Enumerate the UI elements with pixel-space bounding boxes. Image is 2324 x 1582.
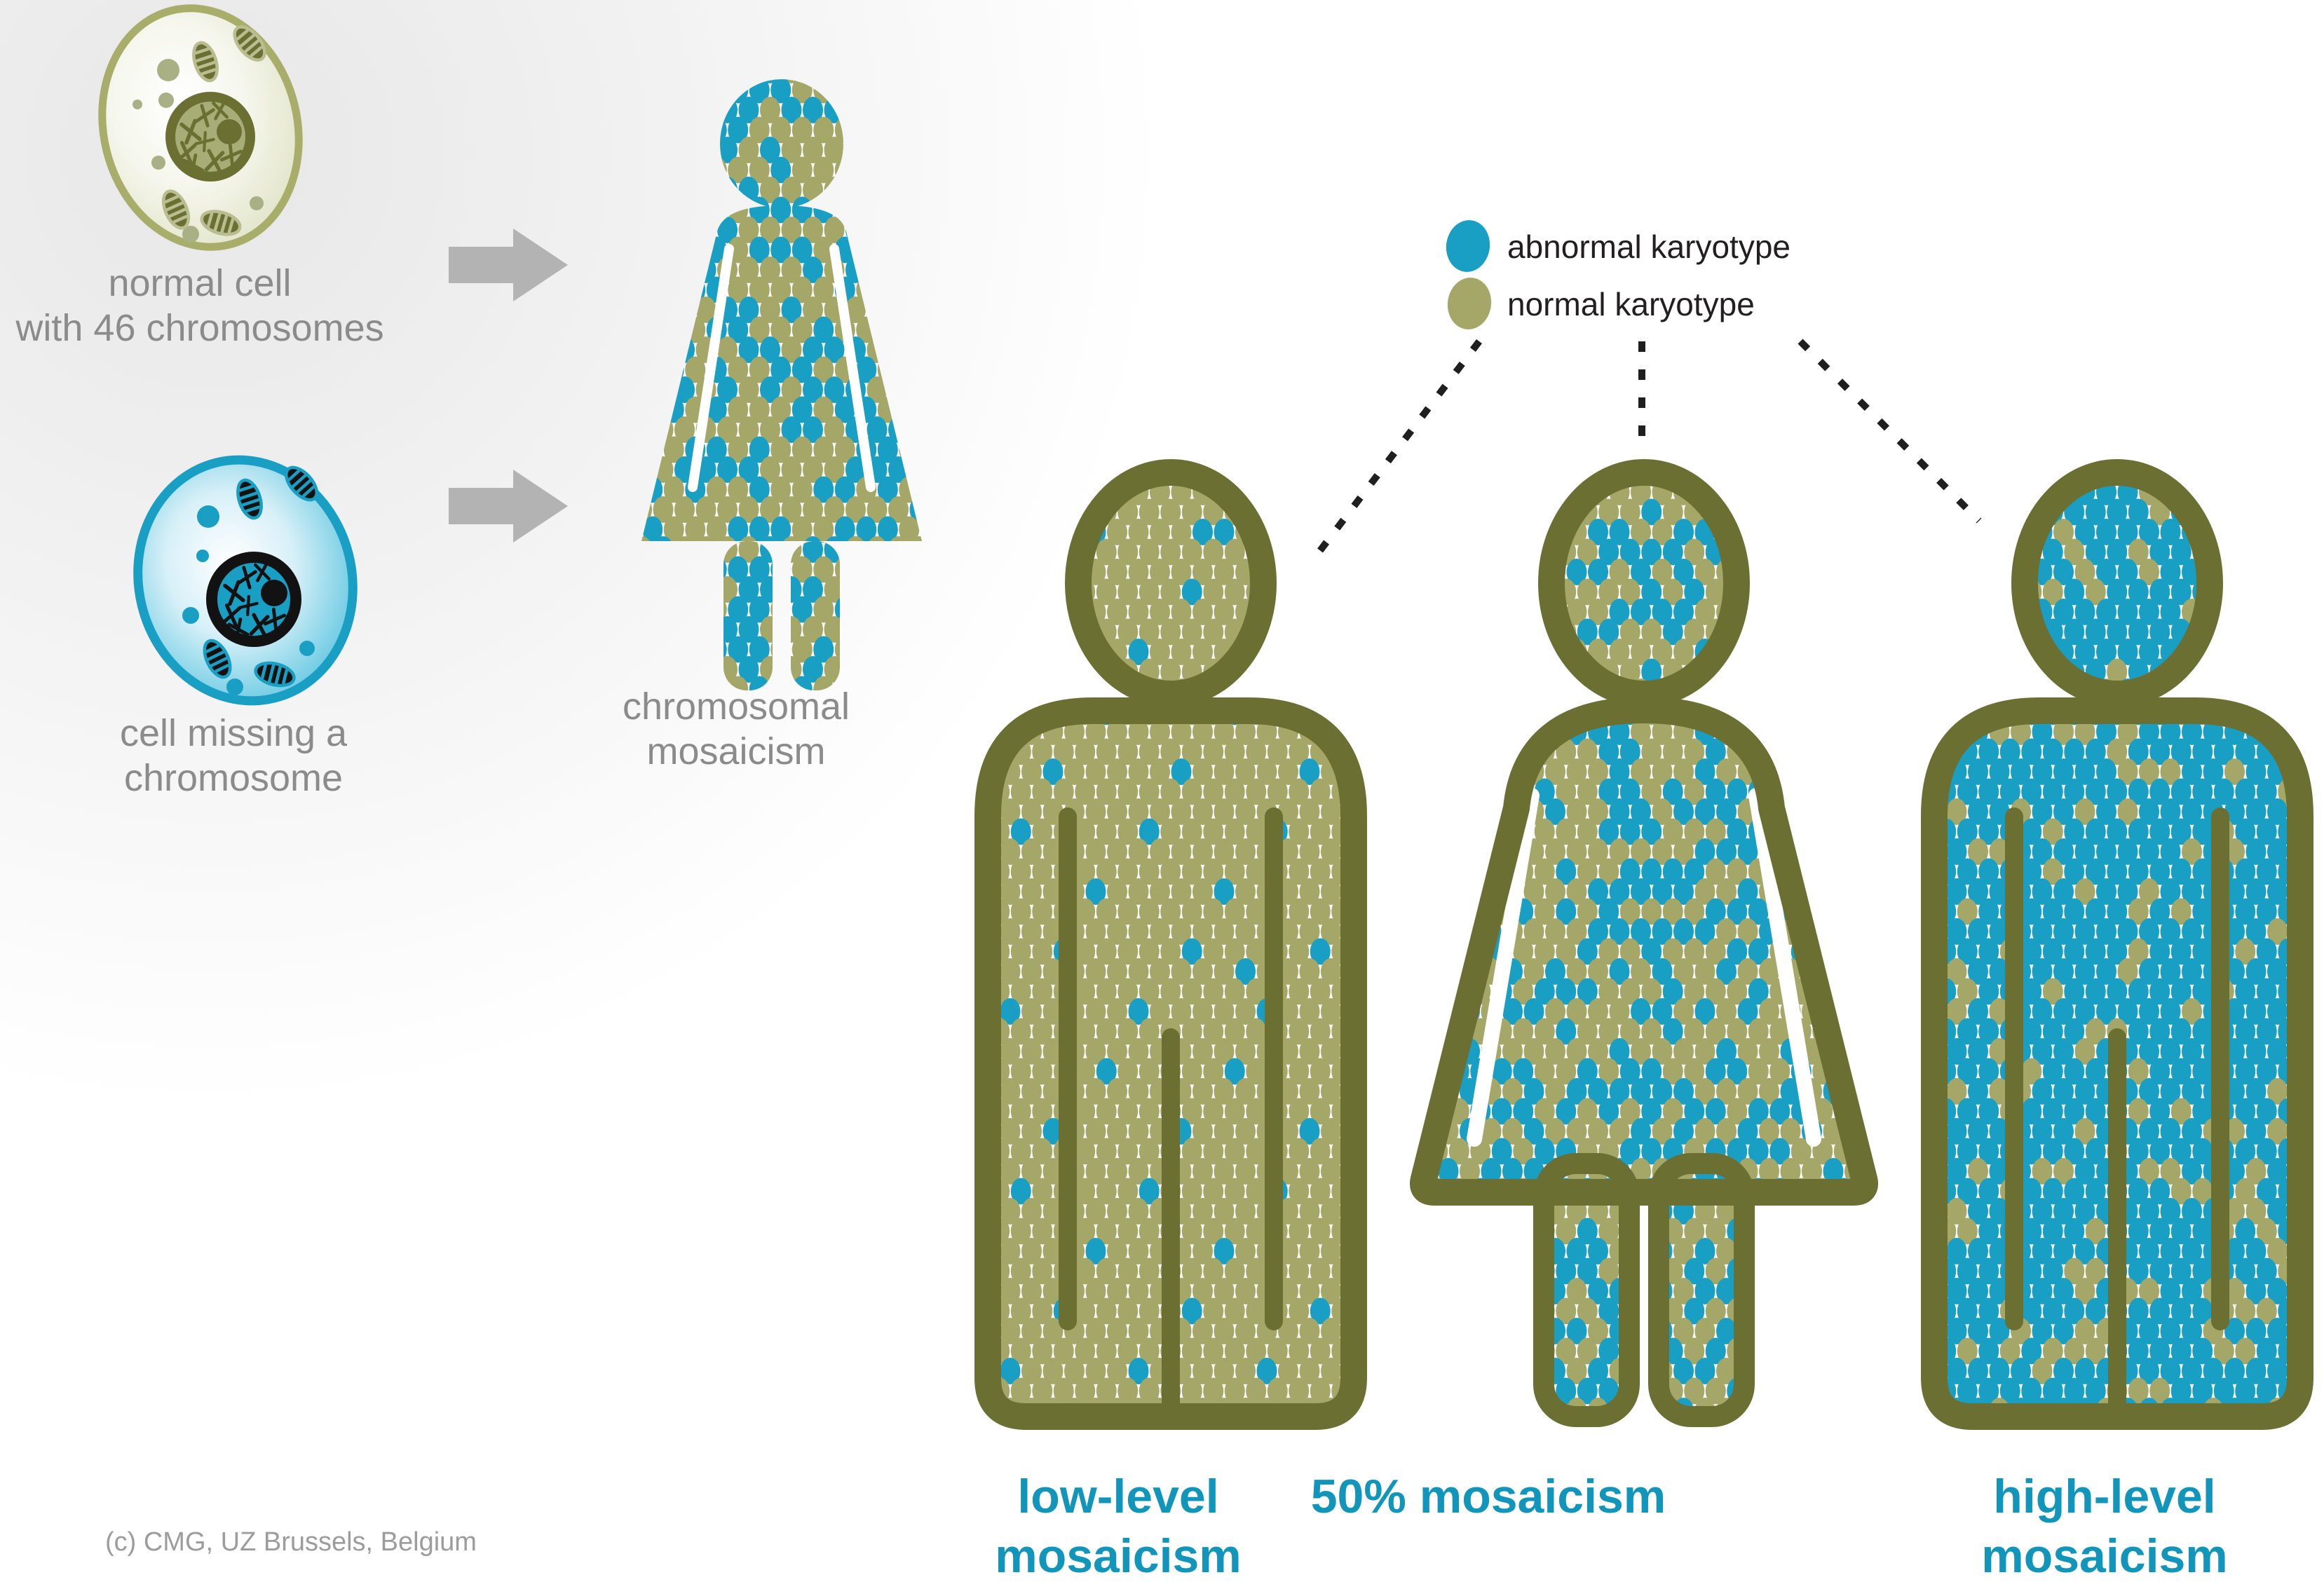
normal-cell-illustration [98,4,303,251]
legend-normal-label: normal karyotype [1507,286,1755,322]
vesicle-icon [182,505,315,695]
high-level-label-line2: mosaicism [1981,1529,2228,1582]
arrow-right-icon [449,229,568,301]
low-level-mosaicism-figure [974,459,1367,1430]
limb-separator-lines [1059,807,1283,1421]
limb-separator-lines [2005,807,2229,1421]
normal-cell-label-line1: normal cell [108,262,291,304]
arrow-right-icon [449,470,568,543]
abnormal-cell-label-line2: chromosome [124,757,343,799]
mosaic-person-label-line2: mosaicism [646,730,825,772]
credit-text: (c) CMG, UZ Brussels, Belgium [105,1527,477,1557]
arm-slits [688,244,876,492]
legend-normal-swatch [1447,278,1492,329]
nucleolus [217,119,242,144]
mosaic-person-label-line1: chromosomal [623,686,850,728]
abnormal-cell-label-line1: cell missing a [120,712,348,754]
legend: abnormal karyotype normal karyotype [1446,220,1790,329]
low-level-label-line1: low-level [1017,1470,1218,1523]
vesicle-icon [132,59,264,243]
legend-abnormal-swatch [1446,220,1490,272]
normal-cell-label-line2: with 46 chromosomes [15,307,383,349]
high-level-label-line1: high-level [1993,1470,2215,1523]
legend-abnormal-label: abnormal karyotype [1507,229,1790,265]
dashed-line-left [1310,339,1482,564]
legend-connector-lines [1310,339,1982,564]
fifty-percent-label: 50% mosaicism [1311,1470,1666,1523]
abnormal-cell-illustration [133,455,358,706]
arm-slits [1467,788,1821,1147]
nucleolus [261,580,287,606]
low-level-label-line2: mosaicism [995,1529,1242,1582]
